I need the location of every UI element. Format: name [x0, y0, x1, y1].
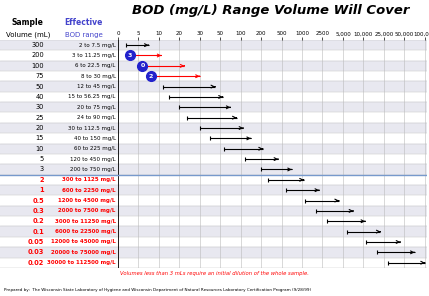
Text: 6000 to 22500 mg/L: 6000 to 22500 mg/L — [55, 229, 116, 234]
Text: 2: 2 — [148, 74, 153, 79]
Bar — [0, 164, 116, 175]
Bar — [116, 247, 427, 258]
Text: BOD (mg/L) Range Volume Will Cover: BOD (mg/L) Range Volume Will Cover — [132, 4, 409, 17]
Text: 200 to 750 mg/L: 200 to 750 mg/L — [70, 167, 116, 172]
Bar — [0, 226, 116, 237]
Text: 0.2: 0.2 — [32, 218, 44, 224]
Bar — [0, 112, 116, 123]
Bar — [0, 133, 116, 144]
Text: 2 to 7.5 mg/L: 2 to 7.5 mg/L — [79, 43, 116, 48]
Text: Volume (mL): Volume (mL) — [6, 32, 50, 38]
Text: 2: 2 — [39, 177, 44, 183]
Text: 8 to 30 mg/L: 8 to 30 mg/L — [81, 74, 116, 79]
Bar — [0, 247, 116, 258]
Bar — [0, 216, 116, 226]
Text: 300 to 1125 mg/L: 300 to 1125 mg/L — [62, 177, 116, 182]
Text: 15 to 56.25 mg/L: 15 to 56.25 mg/L — [69, 94, 116, 99]
Text: 30: 30 — [36, 104, 44, 110]
Bar — [116, 237, 427, 247]
Bar — [116, 226, 427, 237]
Bar — [0, 102, 116, 112]
Text: 100: 100 — [31, 63, 44, 69]
Bar — [0, 71, 116, 81]
Text: Effective: Effective — [64, 18, 103, 27]
Text: 200: 200 — [31, 52, 44, 59]
Bar — [116, 40, 427, 50]
Text: Volumes less than 3 mLs require an initial dilution of the whole sample.: Volumes less than 3 mLs require an initi… — [120, 271, 309, 276]
Bar — [0, 144, 116, 154]
Text: 5: 5 — [40, 156, 44, 162]
Bar — [116, 185, 427, 195]
Text: 20 to 75 mg/L: 20 to 75 mg/L — [77, 105, 116, 110]
Text: 15: 15 — [36, 135, 44, 141]
Bar — [0, 258, 116, 268]
Text: 12000 to 45000 mg/L: 12000 to 45000 mg/L — [51, 239, 116, 244]
Bar — [116, 206, 427, 216]
Text: 10: 10 — [36, 146, 44, 152]
Text: 30 to 112.5 mg/L: 30 to 112.5 mg/L — [69, 126, 116, 131]
Bar — [116, 102, 427, 112]
Text: 600 to 2250 mg/L: 600 to 2250 mg/L — [62, 188, 116, 193]
Bar — [0, 40, 116, 50]
Text: 6 to 22.5 mg/L: 6 to 22.5 mg/L — [76, 63, 116, 68]
Text: 0.03: 0.03 — [27, 249, 44, 255]
Text: 30000 to 112500 mg/L: 30000 to 112500 mg/L — [47, 260, 116, 265]
Bar — [0, 185, 116, 195]
Text: 75: 75 — [36, 73, 44, 79]
Text: 120 to 450 mg/L: 120 to 450 mg/L — [70, 157, 116, 162]
Text: Prepared by:  The Wisconsin State Laboratory of Hygiene and Wisconsin Department: Prepared by: The Wisconsin State Laborat… — [4, 288, 311, 292]
Text: 0.05: 0.05 — [28, 239, 44, 245]
Text: 0.5: 0.5 — [33, 197, 44, 204]
Text: 50: 50 — [36, 83, 44, 90]
Bar — [0, 123, 116, 133]
Bar — [0, 195, 116, 206]
Bar — [116, 133, 427, 144]
Text: 3000 to 11250 mg/L: 3000 to 11250 mg/L — [55, 219, 116, 224]
Text: 1: 1 — [39, 187, 44, 193]
Text: 20000 to 75000 mg/L: 20000 to 75000 mg/L — [51, 250, 116, 255]
Bar — [116, 50, 427, 61]
Text: 0.02: 0.02 — [27, 260, 44, 266]
Bar — [116, 175, 427, 185]
Text: 25: 25 — [36, 115, 44, 121]
Text: 0: 0 — [140, 63, 145, 68]
Text: 3: 3 — [128, 53, 132, 58]
Bar — [116, 144, 427, 154]
Bar — [116, 216, 427, 226]
Text: BOD range: BOD range — [65, 33, 103, 38]
Bar — [0, 61, 116, 71]
Text: 1200 to 4500 mg/L: 1200 to 4500 mg/L — [58, 198, 116, 203]
Bar — [116, 112, 427, 123]
Bar — [116, 164, 427, 175]
Text: 3 to 11.25 mg/L: 3 to 11.25 mg/L — [72, 53, 116, 58]
Text: 12 to 45 mg/L: 12 to 45 mg/L — [77, 84, 116, 89]
Bar — [116, 123, 427, 133]
Bar — [116, 154, 427, 164]
Text: 300: 300 — [31, 42, 44, 48]
Bar — [0, 50, 116, 61]
Text: 3: 3 — [40, 166, 44, 173]
Text: 60 to 225 mg/L: 60 to 225 mg/L — [74, 146, 116, 151]
Bar — [0, 175, 116, 185]
Text: 40: 40 — [36, 94, 44, 100]
Bar — [0, 81, 116, 92]
Bar — [116, 61, 427, 71]
Bar — [116, 258, 427, 268]
Text: 0.1: 0.1 — [32, 229, 44, 235]
Bar — [0, 237, 116, 247]
Bar — [116, 92, 427, 102]
Text: 20: 20 — [36, 125, 44, 131]
Bar — [116, 81, 427, 92]
Text: 2000 to 7500 mg/L: 2000 to 7500 mg/L — [58, 208, 116, 213]
Text: Sample: Sample — [12, 18, 44, 27]
Text: 24 to 90 mg/L: 24 to 90 mg/L — [77, 115, 116, 120]
Text: 0.3: 0.3 — [32, 208, 44, 214]
Bar — [0, 92, 116, 102]
Text: 40 to 150 mg/L: 40 to 150 mg/L — [74, 136, 116, 141]
Bar — [116, 71, 427, 81]
Bar — [116, 195, 427, 206]
Bar — [0, 154, 116, 164]
Bar — [0, 206, 116, 216]
